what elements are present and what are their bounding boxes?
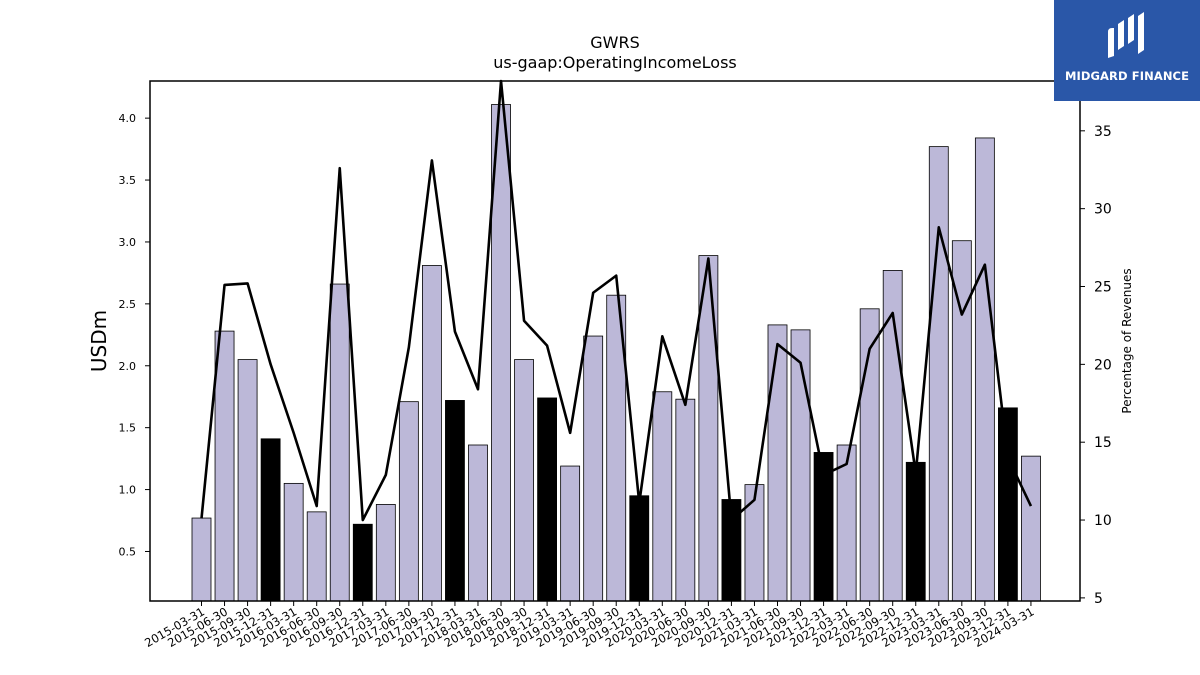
plot-frame bbox=[149, 80, 1081, 602]
bar-2020-03-31 bbox=[652, 391, 673, 602]
midgard-logo-icon bbox=[1108, 12, 1144, 58]
bar-2018-09-30 bbox=[514, 359, 534, 602]
left-tick-label: 3.0 bbox=[119, 236, 137, 249]
y-axis-label-left: USDm bbox=[87, 310, 111, 372]
bar-2019-12-31 bbox=[629, 495, 650, 602]
bar-2021-09-30 bbox=[790, 329, 811, 602]
x-axis: 2015-03-312015-06-302015-09-302015-12-31… bbox=[142, 601, 1036, 650]
bar-2017-03-31 bbox=[375, 504, 396, 602]
bar-2015-09-30 bbox=[237, 359, 258, 602]
right-tick-label: 25 bbox=[1094, 280, 1112, 296]
chart-title: GWRS bbox=[590, 33, 640, 52]
bar-2024-03-31 bbox=[1021, 455, 1041, 602]
left-tick-label: 3.5 bbox=[119, 174, 137, 187]
bar-2023-12-31 bbox=[998, 407, 1018, 602]
bar-2017-06-30 bbox=[398, 401, 419, 602]
right-tick-label: 10 bbox=[1094, 513, 1112, 529]
chart-subtitle: us-gaap:OperatingIncomeLoss bbox=[493, 53, 737, 72]
right-tick-label: 20 bbox=[1094, 357, 1112, 373]
bar-2015-12-31 bbox=[260, 438, 281, 602]
bar-2016-03-31 bbox=[283, 482, 304, 602]
bar-2021-03-31 bbox=[744, 484, 765, 602]
line-group bbox=[200, 79, 1033, 522]
bar-2023-03-31 bbox=[928, 146, 949, 602]
bar-2021-06-30 bbox=[767, 324, 788, 602]
bar-2018-12-31 bbox=[537, 397, 557, 602]
bar-2018-03-31 bbox=[468, 444, 488, 602]
bar-2015-03-31 bbox=[191, 517, 212, 602]
bar-2023-09-30 bbox=[974, 137, 995, 602]
bar-2019-03-31 bbox=[560, 465, 581, 602]
bar-2017-09-30 bbox=[421, 265, 442, 602]
bar-group bbox=[191, 104, 1041, 602]
y-axis-label-right: Percentage of Revenues bbox=[1120, 268, 1134, 413]
right-tick-label: 35 bbox=[1094, 124, 1112, 140]
right-tick-label: 30 bbox=[1094, 202, 1112, 218]
bar-2016-09-30 bbox=[329, 283, 350, 602]
right-tick-label: 5 bbox=[1094, 591, 1103, 607]
logo-text: MIDGARD FINANCE bbox=[1064, 69, 1190, 83]
left-axis: 0.5 1.0 1.5 2.0 2.5 3.0 3.5 4.0 bbox=[119, 112, 150, 558]
bar-2019-06-30 bbox=[583, 335, 604, 602]
percentage-line bbox=[200, 79, 1033, 522]
bar-2017-12-31 bbox=[445, 400, 465, 602]
left-tick-label: 2.5 bbox=[119, 298, 137, 311]
left-tick-label: 0.5 bbox=[119, 545, 137, 558]
bar-2016-06-30 bbox=[306, 511, 327, 602]
bar-2015-06-30 bbox=[214, 330, 235, 602]
bar-2023-06-30 bbox=[951, 240, 972, 602]
bar-2020-06-30 bbox=[675, 398, 696, 602]
bar-2022-12-31 bbox=[905, 461, 926, 602]
logo: MIDGARD FINANCE bbox=[1054, 0, 1200, 101]
left-tick-label: 4.0 bbox=[119, 112, 137, 125]
right-tick-label: 15 bbox=[1094, 435, 1112, 451]
right-axis: 5 10 15 20 25 30 35 bbox=[1080, 124, 1112, 607]
left-tick-label: 2.0 bbox=[119, 360, 137, 373]
bar-2016-12-31 bbox=[352, 523, 373, 602]
left-tick-label: 1.5 bbox=[119, 422, 137, 435]
left-tick-label: 1.0 bbox=[119, 484, 137, 497]
